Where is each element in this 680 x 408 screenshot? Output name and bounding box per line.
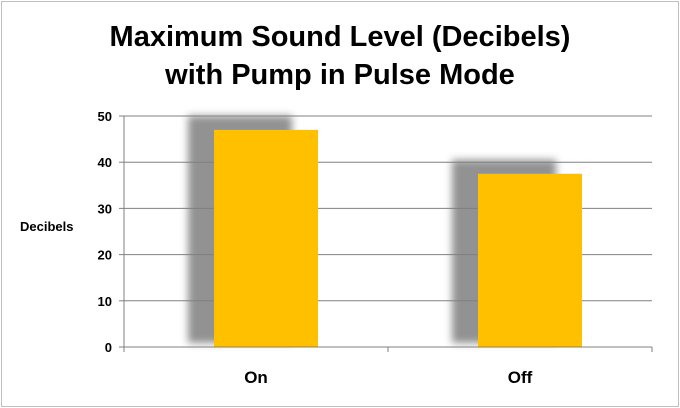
y-tick-label: 40 — [98, 155, 112, 170]
bar-on — [214, 129, 318, 347]
bar-off — [478, 173, 582, 347]
y-tick-label: 10 — [98, 294, 112, 309]
y-tick-label: 30 — [98, 201, 112, 216]
chart-title-line-2: with Pump in Pulse Mode — [165, 59, 515, 91]
bar-layer — [214, 129, 582, 347]
label-layer: 0 10 20 30 40 50 On Off — [98, 109, 533, 387]
x-category-label: Off — [508, 368, 533, 387]
chart-title-line-1: Maximum Sound Level (Decibels) — [109, 21, 571, 53]
chart-title: Maximum Sound Level (Decibels) with Pump… — [0, 18, 680, 94]
y-axis-label: Decibels — [20, 219, 74, 234]
y-tick-label: 50 — [98, 109, 112, 124]
axis-layer — [119, 115, 653, 352]
y-tick-label: 20 — [98, 248, 112, 263]
y-tick-label: 0 — [105, 340, 112, 355]
x-category-label: On — [244, 368, 268, 387]
